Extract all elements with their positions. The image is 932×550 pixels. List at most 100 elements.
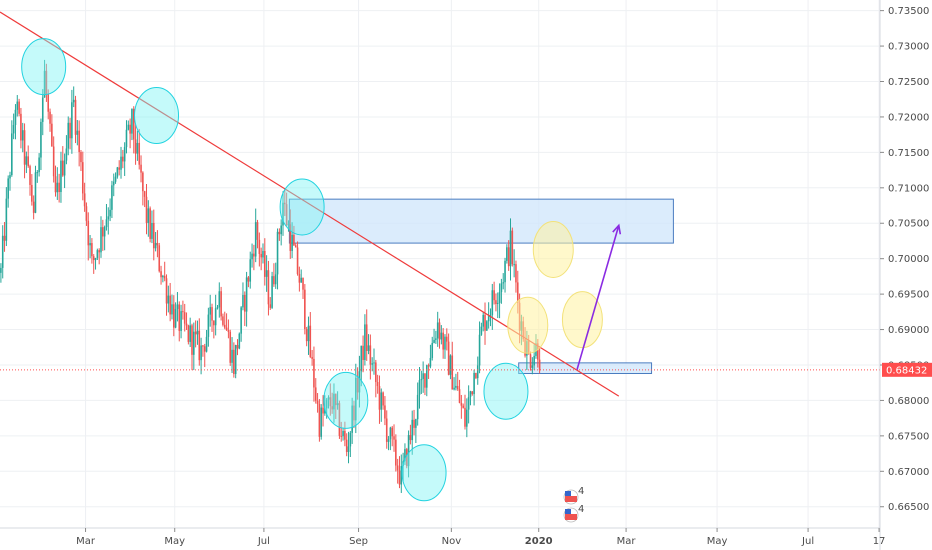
candle-body (433, 339, 435, 343)
candle-body (533, 355, 535, 366)
cyan-highlight-ellipse[interactable] (21, 38, 67, 96)
cyan-highlight-ellipse[interactable] (134, 87, 180, 145)
candle-body (351, 405, 353, 433)
candle-body (293, 234, 295, 246)
candle-body (507, 247, 510, 267)
yellow-highlight-ellipse[interactable] (561, 291, 603, 349)
candle-body (334, 393, 337, 406)
candle-body (242, 294, 244, 308)
support-zone[interactable] (518, 362, 653, 374)
candle-body (391, 427, 393, 437)
candle-body (122, 156, 124, 162)
currency-flag-icon[interactable]: 4 (563, 486, 584, 505)
candle-body (362, 345, 364, 360)
candle-body (183, 312, 186, 324)
candle-body (67, 122, 70, 149)
candle-body (476, 365, 479, 379)
candle-body (253, 253, 255, 257)
candle-body (371, 363, 373, 365)
candle-body (267, 270, 270, 305)
candle-body (365, 324, 368, 351)
x-tick-label: Jul (257, 536, 270, 547)
candle-body (11, 133, 13, 176)
candle-body (296, 247, 299, 274)
candle-body (287, 224, 290, 226)
candle-body (32, 201, 35, 213)
candle-body (36, 172, 39, 174)
candle-body (444, 336, 446, 350)
y-tick-label: 0.68000 (888, 396, 929, 407)
candle-body (63, 160, 66, 176)
candle-body (243, 294, 246, 312)
candle-body (165, 278, 168, 304)
cyan-highlight-ellipse[interactable] (323, 371, 369, 429)
candle-body (29, 166, 31, 185)
candle-body (127, 124, 130, 130)
candle-body (9, 175, 11, 179)
candle-body (489, 315, 492, 317)
candle-body (331, 406, 333, 410)
candle-body (345, 439, 348, 452)
candle-body (302, 277, 304, 290)
candle-body (395, 439, 397, 466)
flag-stripes (565, 514, 577, 520)
candle-body (516, 282, 519, 303)
candle-body (189, 325, 191, 342)
candle-body (276, 231, 279, 275)
candle-body (229, 331, 232, 363)
candle-body (21, 130, 24, 141)
candle-body (52, 146, 55, 177)
candle-body (442, 332, 444, 350)
candle-body (163, 275, 166, 279)
candle-body (211, 307, 213, 321)
candle-body (227, 330, 230, 332)
yellow-highlight-ellipse[interactable] (532, 220, 574, 278)
resistance-zone[interactable] (288, 198, 674, 244)
flag-canton (565, 491, 571, 496)
candle-body (466, 409, 468, 427)
candle-body (320, 407, 323, 437)
candle-body (260, 253, 262, 258)
candle-body (245, 277, 248, 312)
candle-body (258, 239, 261, 254)
candle-body (531, 365, 534, 368)
candle-body (23, 130, 26, 165)
candle-body (387, 439, 390, 442)
candle-body (160, 271, 162, 278)
cyan-highlight-ellipse[interactable] (279, 178, 325, 236)
cyan-highlight-ellipse[interactable] (483, 362, 529, 420)
candle-body (136, 142, 139, 154)
candle-body (132, 108, 135, 140)
candle-body (262, 251, 264, 258)
candle-body (329, 397, 332, 407)
candle-body (265, 270, 268, 277)
flag-count: 4 (578, 486, 584, 497)
candle-body (65, 148, 68, 161)
candle-body (5, 198, 8, 241)
projection-arrow[interactable] (576, 225, 620, 371)
candle-body (327, 397, 330, 400)
candle-body (407, 435, 410, 467)
candle-body (274, 274, 277, 285)
candle-body (145, 196, 148, 223)
currency-flag-icon[interactable]: 4 (563, 504, 584, 523)
candle-body (271, 276, 273, 308)
candle-body (231, 349, 233, 363)
cyan-highlight-ellipse[interactable] (401, 444, 447, 502)
y-tick-label: 0.69000 (888, 325, 929, 336)
flag-count: 4 (578, 504, 584, 515)
candle-body (506, 247, 508, 261)
candle-body (49, 111, 51, 124)
candle-body (256, 222, 259, 240)
y-tick-label: 0.67500 (888, 431, 929, 442)
candle-body (491, 290, 494, 316)
candle-body (307, 325, 310, 342)
zones-layer (288, 198, 674, 374)
candle-body (369, 345, 372, 365)
candle-body (413, 419, 415, 428)
yellow-highlight-ellipse[interactable] (507, 296, 549, 354)
candle-body (89, 243, 91, 246)
candle-body (336, 403, 339, 406)
